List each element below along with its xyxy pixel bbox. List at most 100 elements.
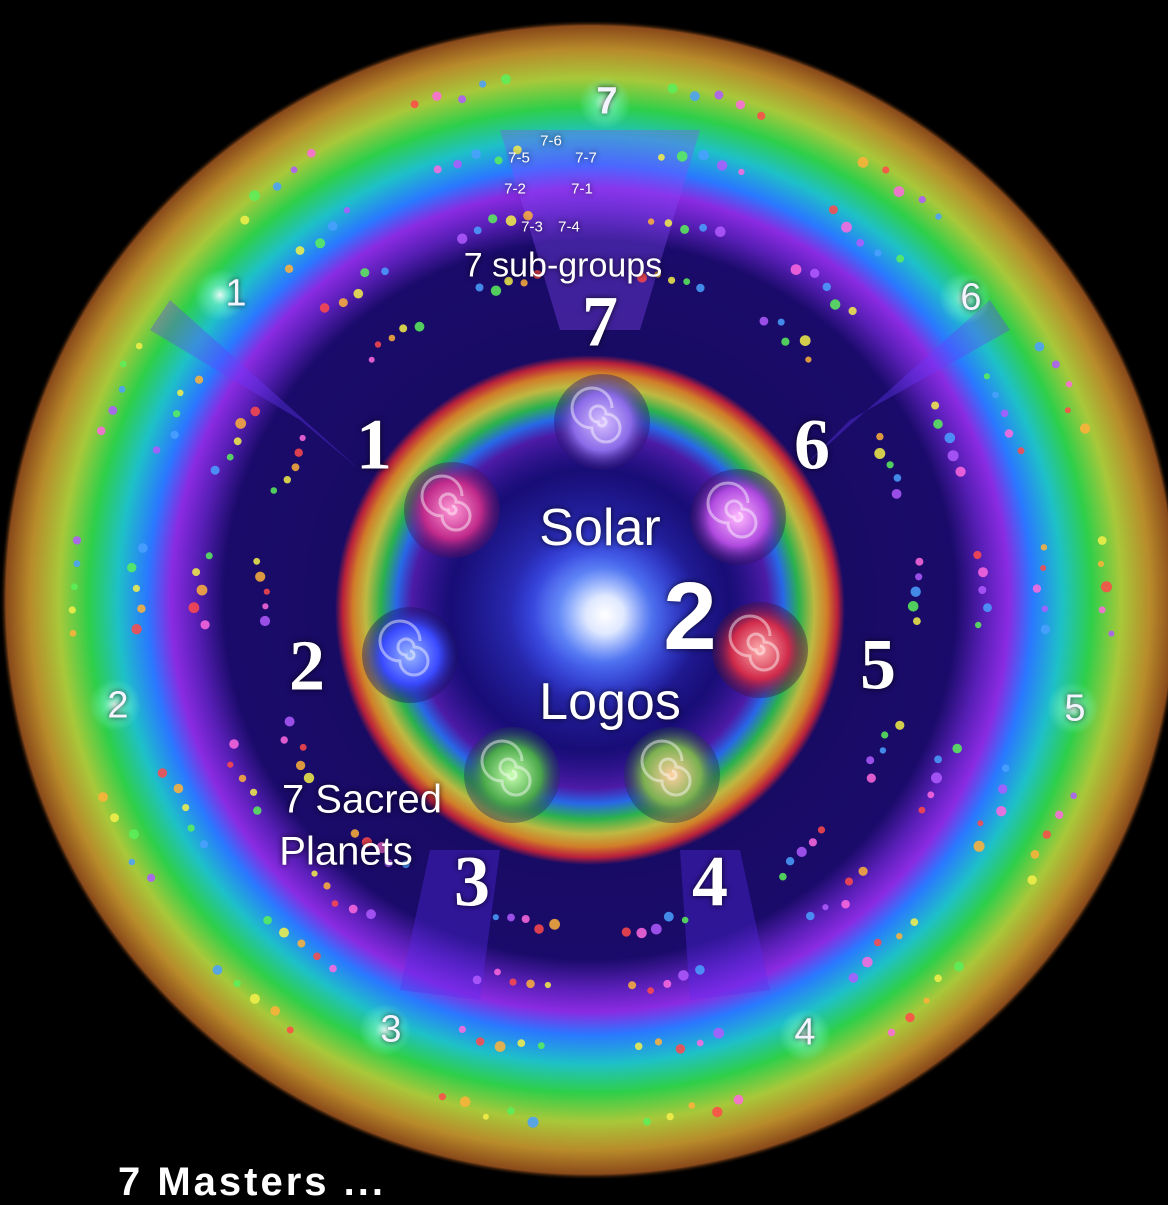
sub-group-dot — [388, 334, 396, 342]
subgroup-code-7-5: 7-5 — [508, 149, 530, 167]
sub-group-dot — [517, 1039, 526, 1047]
sub-group-dot — [688, 1102, 696, 1109]
sub-group-dot — [343, 207, 351, 214]
sub-group-dot — [353, 288, 364, 299]
sub-group-dot — [279, 927, 289, 938]
inner-number-2: 2 — [289, 625, 325, 706]
sub-group-dot — [366, 909, 376, 920]
sub-group-dot — [272, 182, 282, 191]
sub-group-dot — [295, 760, 306, 771]
sub-group-dot — [438, 1093, 446, 1101]
sub-group-dot — [910, 586, 921, 597]
sub-group-dot — [157, 768, 168, 778]
sub-group-dot — [68, 606, 76, 614]
sub-group-dot — [955, 466, 966, 477]
sub-group-dot — [680, 224, 690, 234]
sub-group-dot — [210, 465, 220, 475]
sub-group-dot — [757, 111, 766, 120]
sub-group-dot — [172, 410, 181, 418]
sub-group-dot — [253, 806, 262, 815]
sub-group-dot — [299, 743, 307, 751]
sub-group-dot — [664, 219, 673, 227]
sub-group-dot — [131, 624, 142, 635]
sub-group-dot — [1041, 605, 1049, 612]
sub-group-dot — [199, 840, 209, 849]
sub-group-dot — [315, 238, 326, 249]
sub-group-dot — [636, 927, 647, 939]
sub-group-dot — [1098, 606, 1106, 614]
sub-group-dot — [683, 278, 691, 285]
sub-group-dot — [699, 223, 707, 232]
sub-group-dot — [874, 938, 882, 947]
sub-group-dot — [1108, 630, 1115, 637]
sub-group-dot — [323, 882, 331, 890]
sub-group-dot — [473, 226, 482, 235]
inner-number-6: 6 — [794, 404, 830, 485]
sub-group-dot — [822, 282, 831, 292]
outer-number-7: 7 — [596, 80, 618, 123]
sub-group-dot — [675, 1044, 686, 1054]
sub-group-dot — [73, 560, 81, 568]
inner-number-3: 3 — [454, 841, 490, 922]
sub-group-dot — [779, 872, 787, 881]
sub-group-dot — [866, 773, 876, 783]
sacred-planets-label-line2: Planets — [279, 829, 413, 874]
sub-group-dot — [69, 629, 77, 637]
sub-group-dot — [777, 318, 785, 326]
sub-group-dot — [681, 916, 689, 924]
sub-group-dot — [933, 419, 943, 429]
sub-group-dot — [297, 939, 306, 948]
inner-number-1: 1 — [356, 404, 392, 485]
inner-number-4: 4 — [692, 841, 728, 922]
sub-group-dot — [1070, 792, 1077, 799]
sub-group-dot — [350, 829, 360, 838]
logos-label: Logos — [539, 673, 681, 731]
sub-group-dot — [845, 877, 853, 886]
sub-group-dot — [457, 233, 468, 244]
sub-group-dot — [331, 900, 339, 907]
sub-group-dot — [507, 1107, 515, 1115]
sub-group-dot — [934, 974, 942, 983]
sub-group-dot — [817, 826, 826, 834]
sub-group-dot — [1065, 381, 1073, 388]
sub-group-dot — [526, 979, 535, 989]
sub-group-dot — [678, 970, 689, 981]
sub-group-dot — [475, 283, 484, 292]
sub-group-dot — [98, 792, 108, 802]
sub-group-dot — [270, 1006, 281, 1016]
sub-group-dot — [471, 149, 481, 160]
sub-group-dot — [283, 476, 291, 484]
sub-group-dot — [759, 316, 769, 326]
sub-group-dot — [348, 904, 358, 914]
sub-group-dot — [1017, 447, 1025, 455]
sub-group-dot — [295, 246, 305, 255]
sub-group-dot — [284, 264, 294, 273]
sub-group-dot — [250, 406, 261, 417]
sub-group-dot — [72, 536, 82, 545]
planet-6 — [690, 469, 786, 565]
sub-group-dot — [1042, 830, 1052, 839]
sub-group-dot — [713, 1027, 725, 1039]
sub-group-dot — [459, 1096, 471, 1107]
sub-group-dot — [696, 1039, 704, 1047]
sub-group-dot — [235, 418, 247, 429]
sub-group-dot — [918, 806, 926, 814]
sub-group-dot — [147, 873, 156, 883]
sub-group-dot — [492, 914, 499, 921]
bottom-caption: 7 Masters ... — [118, 1160, 387, 1204]
sub-group-dot — [329, 964, 337, 973]
sub-group-dot — [299, 434, 306, 442]
sub-group-dot — [634, 1042, 643, 1051]
sub-group-dot — [399, 324, 408, 333]
sub-group-dot — [432, 91, 442, 101]
sub-group-dot — [977, 820, 984, 827]
planet-4 — [624, 727, 720, 823]
sub-group-dot — [887, 1028, 896, 1037]
sub-group-dot — [118, 385, 126, 393]
sub-group-dot — [1097, 536, 1107, 545]
outer-number-2: 2 — [107, 684, 129, 727]
sub-group-dot — [233, 437, 242, 446]
sub-group-dot — [1040, 624, 1051, 635]
sub-group-dot — [650, 923, 662, 935]
sub-group-dot — [996, 806, 1007, 817]
